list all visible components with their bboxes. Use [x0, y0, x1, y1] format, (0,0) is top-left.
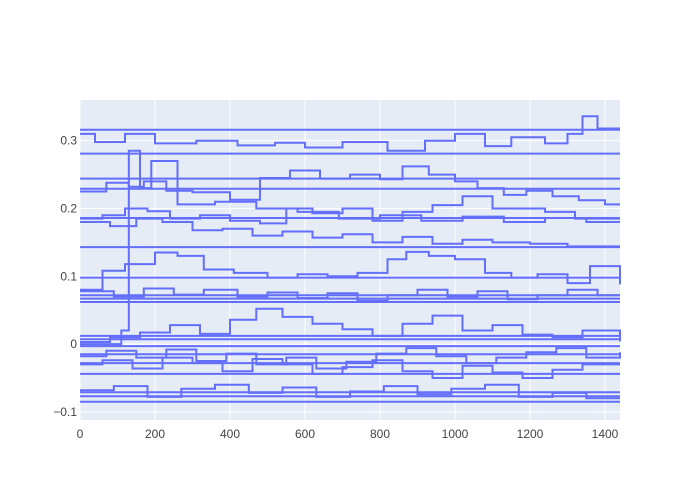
y-tick-label: 0.3: [60, 134, 77, 148]
x-tick-label: 800: [370, 427, 390, 441]
y-tick-label: 0: [70, 337, 77, 351]
series-line-26: [80, 307, 621, 343]
series-layer: [80, 115, 621, 403]
series-line-28: [80, 383, 620, 400]
series-line-25: [80, 287, 620, 302]
x-tick-label: 1000: [442, 427, 469, 441]
y-tick-label: 0.2: [60, 201, 77, 215]
y-axis-ticks: −0.1 0 0.1 0.2 0.3: [53, 134, 77, 419]
x-tick-label: 600: [295, 427, 315, 441]
series-line-21: [80, 165, 620, 206]
series-line-29: [80, 356, 620, 379]
y-tick-label: −0.1: [53, 405, 77, 419]
series-line-27: [80, 347, 621, 370]
y-tick-label: 0.1: [60, 269, 77, 283]
plot-area: [80, 100, 620, 420]
series-line-22: [80, 195, 620, 225]
series-line-20: [80, 115, 620, 152]
series-line-30: [80, 149, 620, 346]
x-tick-label: 0: [77, 427, 84, 441]
x-tick-label: 400: [220, 427, 240, 441]
series-line-24: [80, 250, 621, 291]
series-line-23: [80, 217, 620, 248]
x-tick-label: 200: [145, 427, 165, 441]
x-axis-ticks: 0 200 400 600 800 1000 1200 1400: [77, 427, 619, 441]
x-tick-label: 1400: [592, 427, 619, 441]
x-tick-label: 1200: [517, 427, 544, 441]
